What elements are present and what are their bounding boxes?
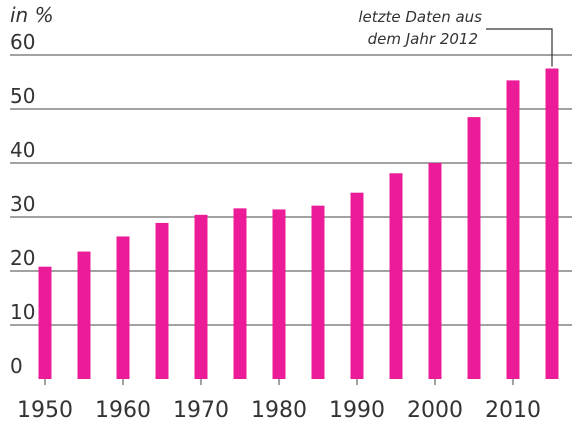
bar-1975 bbox=[233, 208, 247, 379]
bar-2005 bbox=[467, 117, 481, 379]
bar-1985 bbox=[311, 205, 325, 379]
bar-2015 bbox=[545, 68, 559, 379]
y-axis-unit-label: in % bbox=[10, 3, 54, 27]
annotation-line-2: dem Jahr 2012 bbox=[368, 30, 478, 48]
bar-1960 bbox=[116, 236, 130, 379]
bar-1990 bbox=[350, 192, 364, 379]
x-tick-label-1960: 1960 bbox=[95, 398, 151, 423]
bar-1970 bbox=[194, 214, 208, 379]
y-axis-ticks: 0 10 20 30 40 50 60 bbox=[10, 30, 35, 378]
x-tick-label-2000: 2000 bbox=[407, 398, 463, 423]
bar-1965 bbox=[155, 222, 169, 379]
x-tick-label-1980: 1980 bbox=[251, 398, 307, 423]
bar-1955 bbox=[77, 251, 91, 379]
bar-2010 bbox=[506, 80, 520, 379]
y-tick-label-10: 10 bbox=[10, 300, 35, 324]
gridlines bbox=[10, 54, 572, 326]
bars bbox=[38, 68, 559, 379]
y-tick-label-50: 50 bbox=[10, 84, 35, 108]
x-tick-label-1990: 1990 bbox=[329, 398, 385, 423]
bar-2000 bbox=[428, 163, 442, 379]
x-axis-ticks: 1950 1960 1970 1980 1990 2000 2010 bbox=[17, 379, 541, 423]
bar-1980 bbox=[272, 209, 286, 379]
x-tick-label-1970: 1970 bbox=[173, 398, 229, 423]
bar-1950 bbox=[38, 266, 52, 379]
y-tick-label-30: 30 bbox=[10, 192, 35, 216]
x-tick-label-2010: 2010 bbox=[485, 398, 541, 423]
bar-1995 bbox=[389, 173, 403, 379]
annotation-leader-line bbox=[486, 28, 553, 67]
annotation: letzte Daten aus dem Jahr 2012 bbox=[358, 8, 553, 67]
x-tick-label-1950: 1950 bbox=[17, 398, 73, 423]
annotation-line-1: letzte Daten aus bbox=[358, 8, 482, 26]
y-tick-label-60: 60 bbox=[10, 30, 35, 54]
y-tick-label-40: 40 bbox=[10, 138, 35, 162]
y-tick-label-0: 0 bbox=[10, 354, 23, 378]
y-tick-label-20: 20 bbox=[10, 246, 35, 270]
